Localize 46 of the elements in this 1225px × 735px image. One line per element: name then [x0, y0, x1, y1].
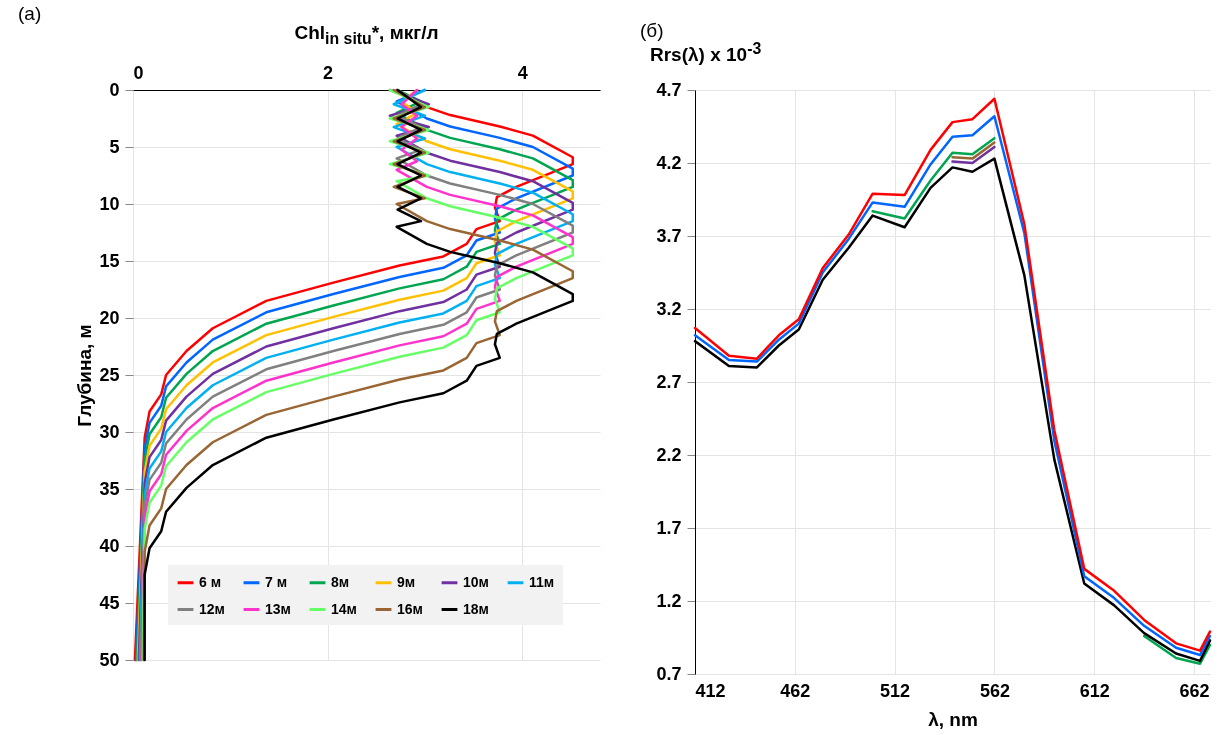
x-axis-title: λ, nm — [928, 708, 978, 730]
legend-label: 6 м — [199, 573, 222, 590]
x-tick-label: 562 — [979, 680, 1010, 701]
y-tick-label: 15 — [99, 250, 120, 271]
y-tick-label: 4.2 — [656, 152, 682, 173]
x-tick-label: 512 — [880, 680, 911, 701]
legend-label: 8м — [331, 573, 350, 590]
y-tick-label: 50 — [99, 649, 120, 670]
legend-label: 12м — [199, 600, 225, 617]
y-tick-label: 2.2 — [656, 444, 682, 465]
legend-label: 10м — [463, 573, 489, 590]
y-tick-label: 5 — [109, 136, 120, 157]
x-tick-label: 662 — [1179, 680, 1210, 701]
y-tick-label: 1.2 — [656, 590, 682, 611]
y-tick-label: 3.2 — [656, 298, 682, 319]
y-axis-title: Глубина, м — [74, 324, 96, 427]
x-tick-label: 412 — [695, 680, 726, 701]
x-tick-label: 0 — [133, 62, 144, 83]
y-axis-title: Rrs(λ) x 10$^{-3}$ — [650, 40, 762, 67]
y-tick-label: 35 — [99, 478, 120, 499]
x-tick-label: 612 — [1079, 680, 1110, 701]
legend-label: 14м — [331, 600, 357, 617]
legend-label: 7 м — [265, 573, 288, 590]
y-tick-label: 0.7 — [656, 663, 682, 684]
x-tick-label: 2 — [323, 62, 334, 83]
legend-label: 18м — [463, 600, 489, 617]
x-axis-title: Chl$_{in situ}$*, мкг/л — [293, 22, 440, 48]
y-tick-label: 4.7 — [656, 79, 682, 100]
y-tick-label: 30 — [99, 421, 120, 442]
y-tick-label: 20 — [99, 307, 120, 328]
y-tick-label: 10 — [99, 193, 120, 214]
legend-label: 11м — [529, 573, 555, 590]
legend-label: 16м — [397, 600, 423, 617]
y-tick-label: 0 — [109, 79, 120, 100]
legend-label: 13м — [265, 600, 291, 617]
y-tick-label: 2.7 — [656, 371, 682, 392]
y-tick-label: 3.7 — [656, 225, 682, 246]
x-tick-label: 4 — [517, 62, 528, 83]
chart-title: (a) — [18, 3, 42, 24]
chart-title: (б) — [640, 20, 664, 41]
y-tick-label: 45 — [99, 592, 120, 613]
x-tick-label: 462 — [780, 680, 811, 701]
y-tick-label: 1.7 — [656, 517, 682, 538]
legend-label: 9м — [397, 573, 416, 590]
y-tick-label: 25 — [99, 364, 120, 385]
y-tick-label: 40 — [99, 535, 120, 556]
